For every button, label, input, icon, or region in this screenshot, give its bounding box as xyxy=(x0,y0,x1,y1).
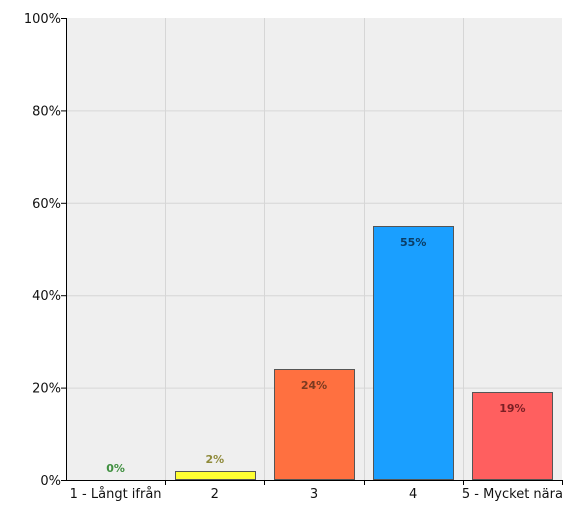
x-tick-label: 1 - Långt ifrån xyxy=(70,487,162,502)
y-tick-label: 80% xyxy=(32,104,61,119)
bar xyxy=(373,226,454,480)
y-tick-label: 20% xyxy=(32,382,61,397)
data-label: 55% xyxy=(400,236,426,249)
data-labels: 0% 2% 24% 55% 19% xyxy=(106,236,525,475)
y-tick-label: 40% xyxy=(32,289,61,304)
x-tick-label: 5 - Mycket nära xyxy=(462,487,563,502)
data-label: 24% xyxy=(301,379,327,392)
data-label: 2% xyxy=(205,453,224,466)
data-label: 19% xyxy=(499,402,525,415)
y-tick-label: 60% xyxy=(32,197,61,212)
bar xyxy=(274,369,355,480)
x-tick-labels: 1 - Långt ifrån 2 3 4 5 - Mycket nära xyxy=(70,487,563,502)
x-tick-label: 2 xyxy=(211,487,219,502)
y-tick-label: 0% xyxy=(40,474,61,489)
y-tick-labels: 0% 20% 40% 60% 80% 100% xyxy=(24,12,66,489)
gridlines xyxy=(66,18,562,480)
bar xyxy=(175,471,256,480)
axes xyxy=(66,18,563,485)
y-tick-label: 100% xyxy=(24,12,61,27)
bar xyxy=(472,392,553,480)
bars xyxy=(175,226,553,480)
x-tick-label: 4 xyxy=(409,487,417,502)
x-tick-label: 3 xyxy=(310,487,318,502)
data-label: 0% xyxy=(106,462,125,475)
